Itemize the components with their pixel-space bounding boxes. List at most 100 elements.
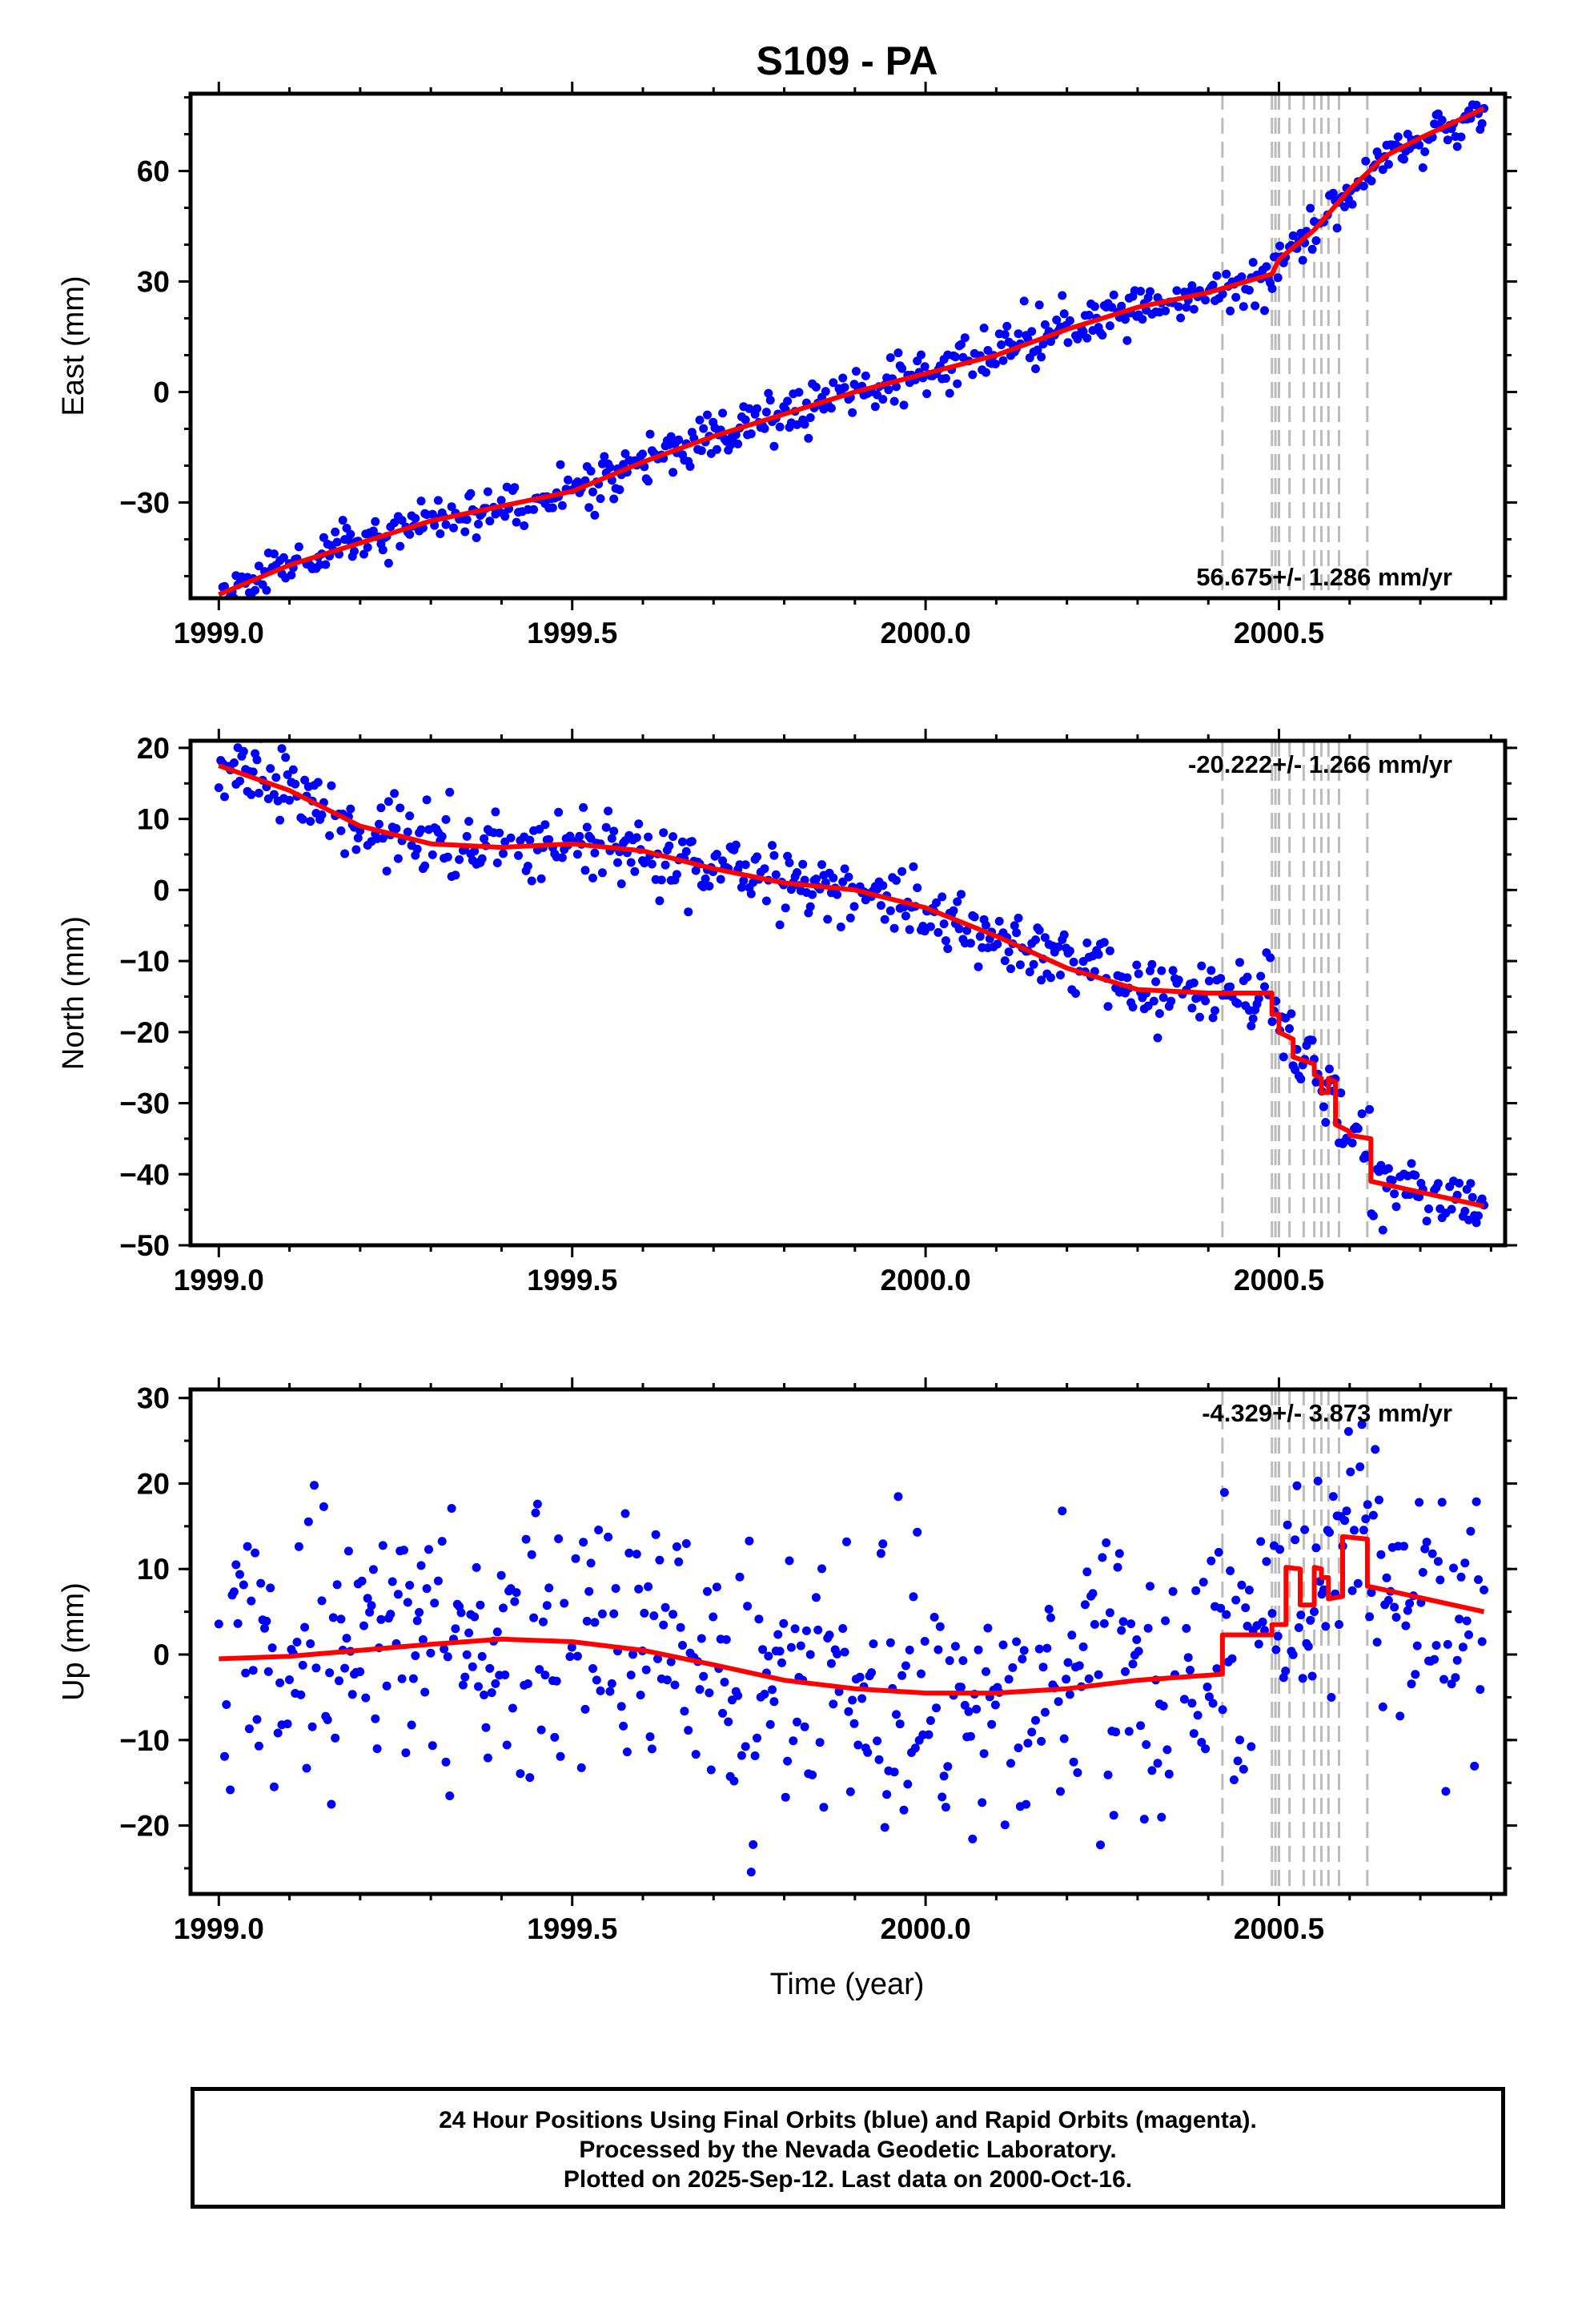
- data-point: [269, 549, 279, 559]
- data-point: [849, 902, 859, 911]
- data-point: [1355, 1462, 1365, 1472]
- data-point: [644, 1582, 653, 1591]
- data-point: [1138, 315, 1147, 324]
- data-point: [1267, 283, 1277, 293]
- data-point: [1037, 352, 1046, 362]
- data-point: [588, 1664, 597, 1673]
- data-point: [588, 873, 597, 883]
- data-point: [1179, 1695, 1189, 1704]
- data-point: [628, 1650, 637, 1659]
- data-point: [298, 1660, 307, 1670]
- data-point: [1233, 1756, 1243, 1766]
- data-point: [279, 553, 288, 562]
- data-point: [1365, 1612, 1375, 1622]
- data-point: [443, 1652, 452, 1662]
- data-point: [1090, 302, 1099, 312]
- data-point: [1275, 241, 1285, 251]
- data-point: [254, 788, 263, 798]
- data-point: [1054, 1697, 1063, 1707]
- data-point: [616, 1702, 626, 1711]
- data-point: [651, 1530, 661, 1539]
- data-point: [1208, 1699, 1218, 1708]
- data-point: [1474, 1575, 1483, 1584]
- data-point: [1105, 321, 1114, 331]
- data-point: [1361, 156, 1371, 166]
- data-point: [296, 1690, 306, 1699]
- data-point: [359, 1621, 368, 1630]
- x-tick-label: 1999.5: [527, 1912, 617, 1945]
- data-point: [1430, 1655, 1439, 1664]
- data-point: [939, 1771, 949, 1781]
- data-point: [983, 346, 993, 355]
- data-point: [336, 826, 346, 835]
- data-point: [949, 906, 958, 915]
- data-point: [291, 779, 300, 789]
- data-point: [1212, 1664, 1222, 1674]
- data-point: [703, 410, 712, 420]
- data-points: [218, 100, 1489, 598]
- data-point: [1407, 1679, 1416, 1689]
- data-point: [974, 1645, 983, 1655]
- data-point: [1059, 1734, 1069, 1743]
- data-point: [319, 1502, 328, 1511]
- data-point: [239, 1580, 248, 1590]
- data-point: [449, 523, 458, 533]
- data-point: [626, 858, 636, 867]
- data-point: [332, 1580, 342, 1590]
- data-point: [455, 854, 464, 864]
- data-point: [775, 920, 785, 930]
- data-point: [697, 446, 706, 456]
- data-point: [644, 832, 653, 842]
- data-point: [1226, 982, 1235, 991]
- data-point: [1455, 1614, 1464, 1624]
- data-point: [953, 379, 962, 388]
- data-point: [765, 1719, 775, 1729]
- data-point: [661, 860, 670, 870]
- data-point: [408, 1674, 418, 1683]
- data-point: [1146, 287, 1154, 296]
- data-point: [761, 408, 771, 417]
- data-point: [235, 1570, 244, 1579]
- data-point: [376, 803, 386, 813]
- data-point: [1136, 287, 1146, 296]
- rate-label: -20.222+/- 1.266 mm/yr: [1188, 750, 1452, 778]
- data-point: [1343, 1427, 1353, 1436]
- data-point: [934, 1645, 943, 1655]
- data-point: [1012, 1637, 1022, 1647]
- data-point: [1000, 956, 1010, 966]
- data-point: [1126, 1619, 1136, 1629]
- data-point: [231, 1560, 241, 1570]
- data-point: [1327, 1693, 1336, 1702]
- data-point: [786, 1642, 796, 1652]
- data-point: [487, 1688, 496, 1698]
- data-point: [982, 920, 990, 930]
- data-point: [785, 1556, 794, 1566]
- plot-frame: [188, 738, 1508, 1248]
- data-point: [783, 396, 793, 406]
- data-point: [848, 1695, 857, 1705]
- data-point: [480, 834, 489, 843]
- data-point: [485, 1663, 495, 1673]
- data-point: [1078, 327, 1088, 336]
- data-point: [619, 1721, 628, 1731]
- y-tick-label: 20: [137, 1467, 170, 1500]
- footer-line-plotted: Plotted on 2025-Sep-12. Last data on 200…: [563, 2166, 1133, 2193]
- data-point: [889, 923, 899, 933]
- data-point: [214, 783, 223, 793]
- data-point: [1052, 316, 1062, 324]
- data-point: [957, 1683, 966, 1692]
- data-point: [1390, 1602, 1399, 1612]
- data-point: [1407, 1159, 1416, 1168]
- data-point: [855, 1672, 865, 1682]
- data-point: [424, 1545, 433, 1554]
- data-point: [893, 1492, 903, 1502]
- data-point: [1201, 996, 1211, 1006]
- data-point: [741, 860, 750, 870]
- data-point: [712, 444, 721, 454]
- data-point: [1288, 1650, 1298, 1659]
- data-point: [363, 543, 372, 552]
- data-point: [1307, 244, 1317, 254]
- data-point: [1262, 262, 1271, 271]
- data-point: [910, 1743, 920, 1753]
- data-point: [214, 1619, 223, 1629]
